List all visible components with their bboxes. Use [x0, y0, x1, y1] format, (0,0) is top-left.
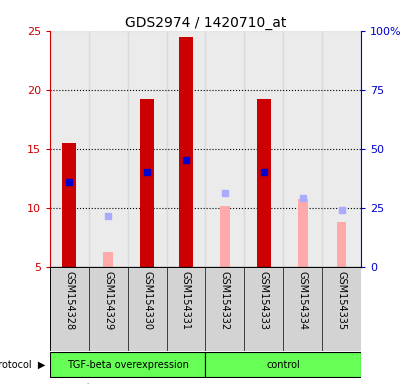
Bar [205, 31, 244, 266]
Bar [166, 31, 205, 266]
Bar [179, 36, 193, 266]
Bar [257, 99, 271, 266]
Bar [50, 31, 89, 266]
Bar [205, 352, 361, 377]
Bar [220, 207, 230, 266]
Text: GSM154332: GSM154332 [220, 271, 230, 330]
Bar [244, 31, 283, 266]
Text: GSM154329: GSM154329 [103, 271, 113, 330]
Bar [50, 352, 205, 377]
Bar [337, 222, 347, 266]
Text: GSM154328: GSM154328 [64, 271, 74, 330]
Bar [62, 143, 76, 266]
Bar [103, 252, 113, 266]
Title: GDS2974 / 1420710_at: GDS2974 / 1420710_at [125, 16, 286, 30]
Text: GSM154333: GSM154333 [259, 271, 269, 330]
Bar [298, 199, 308, 266]
Bar [89, 31, 128, 266]
Text: protocol  ▶: protocol ▶ [0, 359, 46, 369]
Text: GSM154334: GSM154334 [298, 271, 308, 330]
Text: GSM154331: GSM154331 [181, 271, 191, 330]
Bar [322, 31, 361, 266]
Text: control: control [266, 359, 300, 369]
Text: TGF-beta overexpression: TGF-beta overexpression [67, 359, 188, 369]
Text: count: count [63, 383, 91, 384]
Bar [140, 99, 154, 266]
Text: GSM154335: GSM154335 [337, 271, 347, 330]
Text: GSM154330: GSM154330 [142, 271, 152, 330]
Bar [283, 31, 322, 266]
Bar [128, 31, 166, 266]
